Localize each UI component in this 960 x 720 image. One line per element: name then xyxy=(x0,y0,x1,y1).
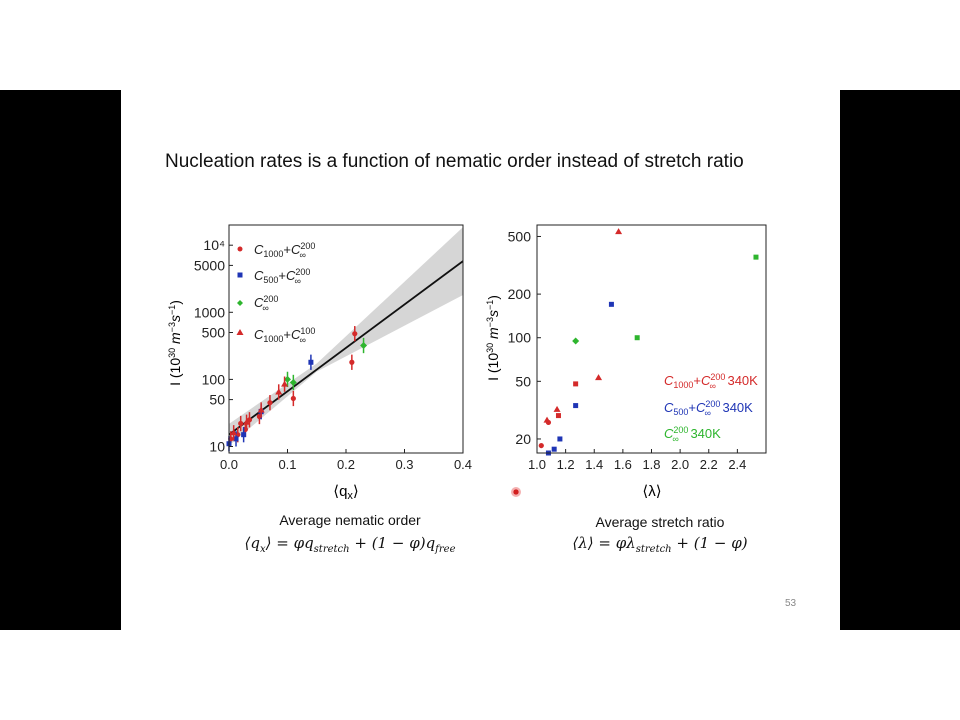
x-tick-label: 1.6 xyxy=(614,457,632,472)
legend-label: C500+C200 ∞ xyxy=(254,267,310,286)
data-point-square xyxy=(241,432,247,438)
x-tick-label: 0.4 xyxy=(454,457,472,472)
y-tick-label: 200 xyxy=(508,286,532,302)
data-point-circle xyxy=(538,442,544,449)
fit-line xyxy=(229,260,463,436)
data-point-triangle xyxy=(553,405,561,412)
legend-marker-circle xyxy=(237,246,243,252)
data-point-circle xyxy=(290,395,296,402)
x-tick-label: 0.0 xyxy=(220,457,238,472)
right-plot-frame xyxy=(536,224,767,454)
data-point-square xyxy=(233,436,239,442)
data-point-square xyxy=(608,301,614,307)
data-point-square xyxy=(573,381,579,387)
x-tick-label: 1.2 xyxy=(557,457,575,472)
data-point-triangle xyxy=(275,388,283,395)
y-tick-label: 50 xyxy=(515,373,531,389)
y-tick-label: 500 xyxy=(508,228,532,244)
right-x-axis-label: ⟨λ⟩ xyxy=(642,483,661,500)
data-point-circle xyxy=(352,331,358,337)
x-tick-label: 0.3 xyxy=(395,457,413,472)
x-tick-label: 2.0 xyxy=(671,457,689,472)
data-point-circle xyxy=(246,417,253,423)
y-tick-label: 50 xyxy=(209,392,225,408)
data-point-square xyxy=(573,403,579,409)
right-legend: C1000+C200 ∞ 340K C500+C200 ∞ 340K C200 ∞ 3… xyxy=(664,372,758,444)
right-y-axis-label: I (1030 m−3s−1) xyxy=(485,295,501,381)
y-tick-label: 10 xyxy=(209,438,225,454)
data-point-circle xyxy=(349,359,355,365)
data-point-triangle xyxy=(595,374,603,381)
data-point-circle xyxy=(238,420,244,427)
right-caption: Average stretch ratio xyxy=(595,514,725,530)
data-point-circle xyxy=(545,419,552,426)
left-x-axis-label: ⟨qx⟩ xyxy=(333,483,359,502)
data-point-square xyxy=(555,413,561,419)
legend-label: C200 ∞ 340K xyxy=(664,425,721,444)
data-point-diamond xyxy=(289,378,297,386)
data-point-diamond xyxy=(572,337,580,345)
data-point-square xyxy=(557,436,563,442)
left-black-bar xyxy=(0,90,121,630)
left-caption: Average nematic order xyxy=(279,512,421,528)
data-point-square xyxy=(634,335,640,341)
data-point-square xyxy=(551,446,557,452)
y-tick-label: 500 xyxy=(202,324,226,340)
x-tick-label: 1.8 xyxy=(642,457,660,472)
left-y-axis-label: I (1030 m−3s−1) xyxy=(167,300,183,386)
right-black-bar xyxy=(840,90,960,630)
legend-label: C1000+C200 ∞ 340K xyxy=(664,372,758,391)
x-tick-label: 0.1 xyxy=(278,457,296,472)
data-point-diamond xyxy=(360,342,368,350)
x-tick-label: 0.2 xyxy=(337,457,355,472)
x-tick-label: 1.4 xyxy=(585,457,603,472)
data-point-diamond xyxy=(284,375,291,383)
legend-marker-square xyxy=(237,272,243,278)
page-number: 53 xyxy=(785,598,797,609)
y-tick-label: 100 xyxy=(202,371,226,387)
right-chart: 1.0 1.2 1.4 1.6 1.8 2.0 2.2 2.4 20 50 100 200 500 ⟨λ… xyxy=(485,224,767,500)
legend-label: C1000+C100 ∞ xyxy=(254,326,315,345)
data-point-triangle xyxy=(243,418,251,425)
data-point-triangle xyxy=(230,429,238,436)
y-tick-label: 1000 xyxy=(194,304,225,320)
legend-label: C200 ∞ xyxy=(254,294,278,313)
data-point-triangle xyxy=(257,406,265,413)
left-formula: ⟨qx⟩ = φqstretch + (1 − φ)qfree xyxy=(244,534,456,555)
data-point-triangle xyxy=(615,228,623,235)
laser-pointer xyxy=(511,487,521,497)
left-legend: C1000+C200 ∞ C500+C200 ∞ C200 ∞ C1000+C100 ∞ xyxy=(236,241,315,345)
y-tick-label: 5000 xyxy=(194,257,225,273)
data-point-triangle xyxy=(281,380,289,387)
left-chart: 0.0 0.1 0.2 0.3 0.4 10 50 100 500 1000 5000 10⁴ ⟨qx… xyxy=(167,224,472,502)
y-tick-label: 20 xyxy=(515,431,531,447)
legend-marker-diamond xyxy=(237,300,243,306)
slide-title: Nucleation rates is a function of nemati… xyxy=(165,151,744,172)
x-tick-label: 1.0 xyxy=(528,457,546,472)
data-point-square xyxy=(753,254,759,260)
legend-label: C1000+C200 ∞ xyxy=(254,241,315,260)
y-tick-label: 10⁴ xyxy=(203,237,225,253)
slide-canvas xyxy=(121,90,840,630)
right-formula: ⟨λ⟩ = φλstretch + (1 − φ) xyxy=(572,534,748,555)
y-tick-label: 100 xyxy=(508,330,532,346)
x-tick-label: 2.4 xyxy=(728,457,746,472)
legend-marker-triangle xyxy=(236,329,244,335)
data-point-square xyxy=(308,359,314,365)
x-tick-label: 2.2 xyxy=(700,457,718,472)
legend-label: C500+C200 ∞ 340K xyxy=(664,399,753,418)
data-point-circle xyxy=(267,400,273,406)
